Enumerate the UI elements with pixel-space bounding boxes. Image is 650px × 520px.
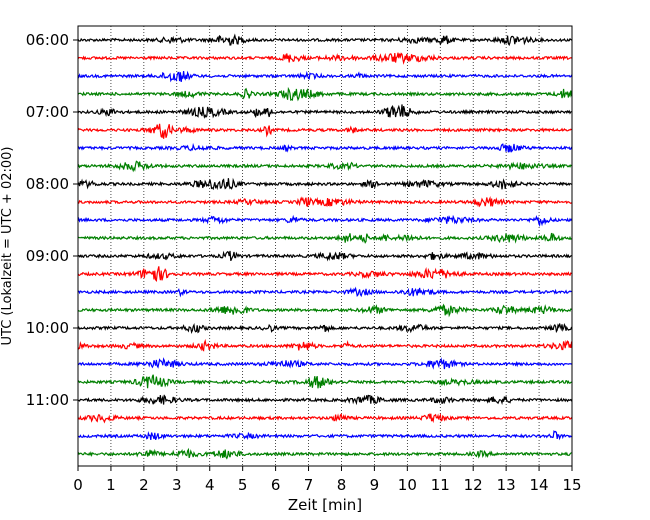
plot-frame bbox=[77, 25, 573, 467]
x-tick-label: 1 bbox=[106, 476, 116, 494]
trace-line bbox=[77, 250, 572, 262]
trace-line bbox=[77, 123, 572, 139]
y-tick-label: 11:00 bbox=[26, 391, 69, 409]
grid-lines bbox=[110, 26, 540, 466]
x-tick-label: 11 bbox=[431, 476, 450, 494]
x-tick-label: 3 bbox=[172, 476, 182, 494]
trace-line bbox=[77, 104, 572, 119]
x-tick-label: 4 bbox=[205, 476, 215, 494]
y-axis-ticks: 06:00 07:00 08:00 09:00 10:00 11:00 bbox=[26, 31, 78, 409]
trace-lines bbox=[77, 33, 573, 460]
x-tick-label: 12 bbox=[464, 476, 483, 494]
trace-line bbox=[77, 52, 572, 65]
trace-line bbox=[77, 357, 572, 370]
trace-line bbox=[77, 33, 573, 47]
trace-line bbox=[77, 195, 572, 208]
trace-line bbox=[77, 303, 572, 318]
y-tick-label: 09:00 bbox=[26, 247, 69, 265]
trace-line bbox=[77, 430, 572, 441]
x-tick-label: 14 bbox=[530, 476, 549, 494]
trace-line bbox=[77, 447, 572, 460]
trace-line bbox=[77, 286, 572, 298]
x-tick-label: 7 bbox=[304, 476, 314, 494]
x-tick-label: 2 bbox=[139, 476, 149, 494]
trace-line bbox=[77, 322, 573, 334]
x-axis-label: Zeit [min] bbox=[288, 496, 362, 514]
y-tick-label: 06:00 bbox=[26, 31, 69, 49]
trace-line bbox=[77, 338, 573, 352]
trace-line bbox=[77, 142, 573, 153]
x-tick-label: 8 bbox=[337, 476, 347, 494]
y-tick-label: 08:00 bbox=[26, 175, 69, 193]
x-tick-label: 13 bbox=[497, 476, 516, 494]
x-tick-label: 0 bbox=[73, 476, 83, 494]
x-axis-ticks: 0 1 2 3 4 5 6 7 8 9 10 11 12 13 14 15 bbox=[73, 466, 582, 494]
trace-line bbox=[77, 394, 573, 406]
x-tick-label: 6 bbox=[271, 476, 281, 494]
y-tick-label: 07:00 bbox=[26, 103, 69, 121]
trace-line bbox=[77, 232, 572, 244]
trace-line bbox=[77, 70, 573, 83]
x-tick-label: 10 bbox=[398, 476, 417, 494]
x-tick-label: 5 bbox=[238, 476, 248, 494]
trace-line bbox=[77, 413, 573, 424]
trace-line bbox=[77, 374, 572, 389]
trace-line bbox=[77, 266, 572, 282]
trace-line bbox=[77, 214, 573, 228]
x-tick-label: 9 bbox=[370, 476, 380, 494]
y-tick-label: 10:00 bbox=[26, 319, 69, 337]
trace-line bbox=[77, 160, 572, 173]
trace-line bbox=[77, 177, 572, 191]
y-axis-label: UTC (Lokalzeit = UTC + 02:00) bbox=[0, 147, 15, 346]
x-tick-label: 15 bbox=[562, 476, 581, 494]
trace-line bbox=[77, 86, 573, 102]
